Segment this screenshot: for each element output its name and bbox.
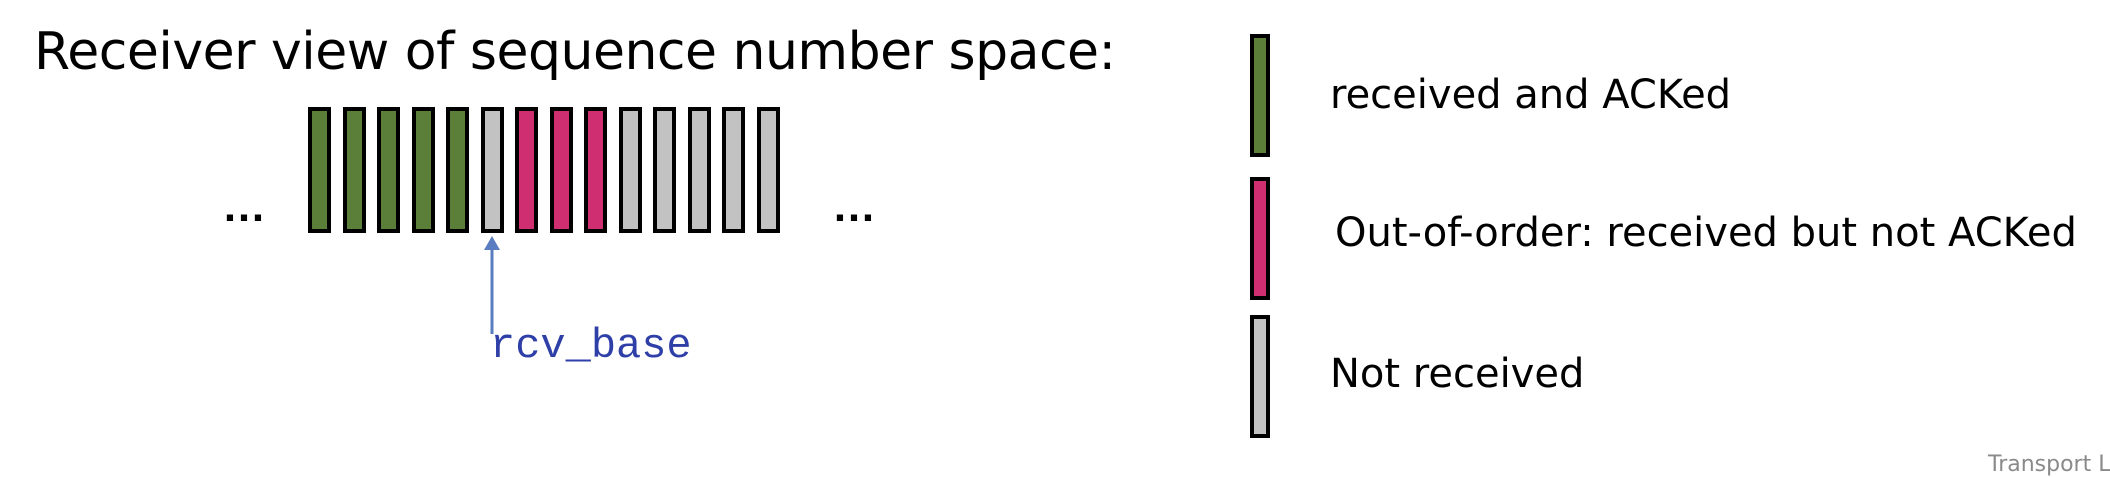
sequence-slot-out-of-order	[550, 107, 573, 233]
sequence-slot-acked	[446, 107, 469, 233]
rcv-base-arrow	[484, 236, 500, 334]
sequence-slot-not-received	[757, 107, 780, 233]
sequence-slot-not-received	[653, 107, 676, 233]
sequence-slot-not-received	[722, 107, 745, 233]
sequence-slot-out-of-order	[584, 107, 607, 233]
diagram-title: Receiver view of sequence number space:	[34, 22, 1116, 82]
legend-swatch-not-received	[1250, 315, 1270, 438]
sequence-slot-acked	[377, 107, 400, 233]
sequence-slot-acked	[308, 107, 331, 233]
footer-text: Transport L	[1988, 452, 2110, 477]
legend-swatch-out-of-order	[1250, 177, 1270, 300]
sequence-slot-not-received	[481, 107, 504, 233]
rcv-base-label: rcv_base	[490, 322, 692, 370]
ellipsis-left: …	[222, 182, 266, 231]
sequence-slot-not-received	[619, 107, 642, 233]
sequence-slot-not-received	[688, 107, 711, 233]
sequence-slot-out-of-order	[515, 107, 538, 233]
legend-label-not-received: Not received	[1330, 351, 1585, 397]
legend-swatch-acked	[1250, 34, 1270, 157]
legend-label-out-of-order: Out-of-order: received but not ACKed	[1335, 210, 2077, 256]
rcv-base-arrow-head	[484, 236, 500, 250]
sequence-slot-acked	[412, 107, 435, 233]
ellipsis-right: …	[832, 182, 876, 231]
legend-label-acked: received and ACKed	[1330, 72, 1732, 118]
sequence-row	[308, 107, 808, 233]
sequence-slot-acked	[343, 107, 366, 233]
